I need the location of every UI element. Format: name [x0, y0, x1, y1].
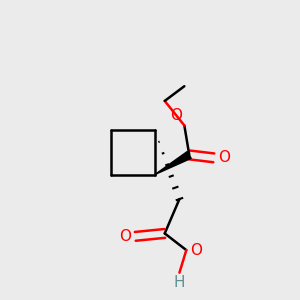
Text: O: O: [218, 150, 230, 165]
Text: O: O: [190, 243, 202, 258]
Text: O: O: [170, 107, 182, 122]
Text: H: H: [174, 274, 185, 290]
Polygon shape: [155, 152, 191, 175]
Text: O: O: [119, 229, 131, 244]
